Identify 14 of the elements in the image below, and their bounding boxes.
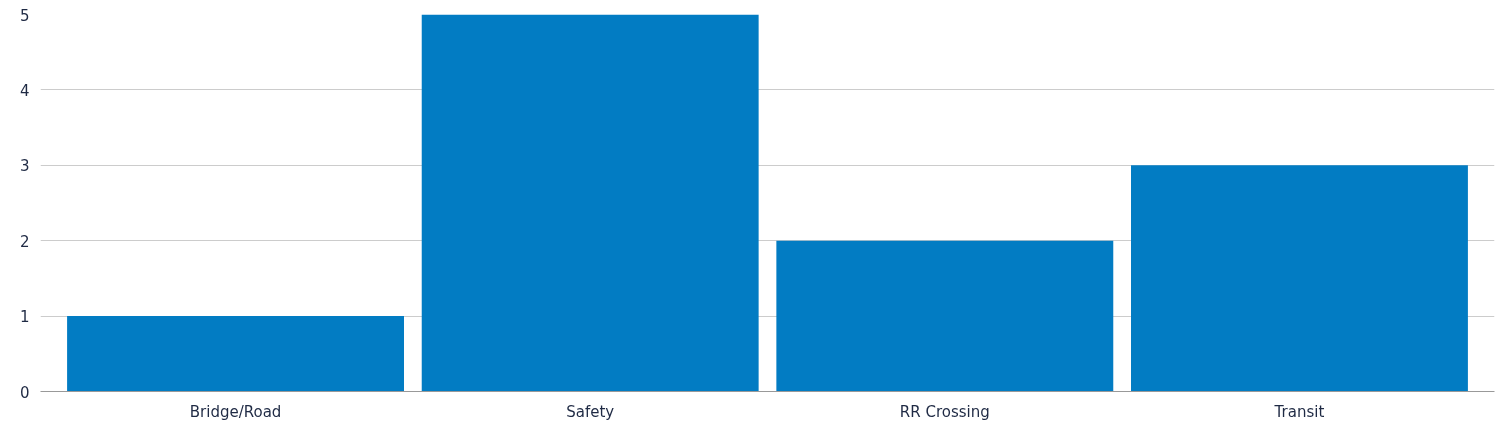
bar bbox=[421, 14, 759, 392]
bar bbox=[67, 316, 404, 392]
y-tick-label: 3 bbox=[19, 157, 30, 176]
y-tick-label: 0 bbox=[19, 383, 30, 402]
bar bbox=[776, 240, 1114, 392]
y-tick-label: 2 bbox=[19, 232, 30, 251]
bar bbox=[1131, 165, 1468, 392]
x-tick-label: RR Crossing bbox=[899, 402, 990, 421]
y-tick-label: 4 bbox=[19, 81, 30, 100]
x-tick-label: Transit bbox=[1273, 402, 1325, 421]
x-tick-label: Safety bbox=[566, 402, 615, 421]
y-tick-label: 5 bbox=[19, 6, 30, 25]
y-tick-label: 1 bbox=[19, 308, 30, 327]
x-tick-label: Bridge/Road bbox=[189, 402, 282, 421]
